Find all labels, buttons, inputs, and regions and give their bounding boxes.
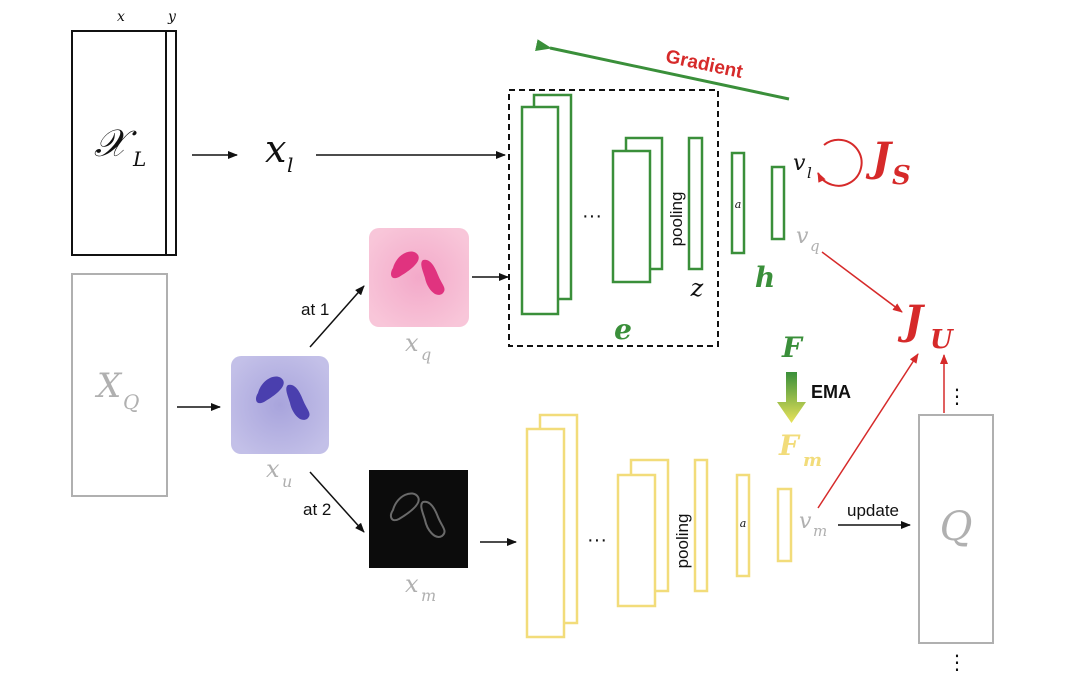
labeled-set-subscript: L — [132, 147, 146, 171]
augment-at2-label: at 2 — [303, 500, 331, 519]
x-column-header: x — [117, 9, 125, 25]
ju-label: J — [897, 297, 926, 344]
encoder-ellipsis: ··· — [582, 205, 602, 227]
js-subscript: S — [892, 161, 911, 191]
queue-label: Q — [940, 504, 973, 550]
fm-subscript: m — [803, 450, 822, 471]
encoder-pooling-label: pooling — [667, 192, 686, 247]
fm-label: F — [778, 429, 801, 462]
arrow-xu-to-xm — [309, 471, 365, 533]
js-loop-arrow — [817, 138, 863, 187]
ema-arrow — [777, 372, 806, 423]
queue-dots-bottom: ⋮ — [947, 652, 967, 674]
query-set-subscript: Q — [123, 390, 139, 414]
vm-label: v — [799, 509, 812, 534]
encoder-e-label: e — [614, 313, 632, 346]
arrow-xu-to-xq — [309, 285, 365, 348]
ema-label: EMA — [811, 382, 851, 402]
xq-subscript: q — [421, 345, 431, 364]
vl-subscript: l — [807, 164, 812, 182]
xm-subscript: m — [421, 586, 436, 605]
xm-label: x — [405, 570, 419, 598]
query-set-label: X — [94, 366, 123, 406]
xq-image — [369, 228, 469, 327]
vq-label: v — [796, 224, 809, 249]
query-set-box — [71, 273, 168, 497]
xq-label: x — [405, 329, 419, 357]
xl-label: x — [265, 127, 286, 171]
gradient-label: Gradient — [664, 46, 745, 83]
queue-dots-top: ⋮ — [947, 386, 967, 408]
y-column-header: y — [167, 9, 177, 25]
vm-subscript: m — [813, 522, 827, 540]
labeled-set-box — [71, 30, 177, 256]
vq-subscript: q — [810, 237, 820, 255]
encoder-layers — [520, 93, 786, 316]
queue-box — [918, 414, 994, 644]
xl-subscript: l — [287, 153, 293, 177]
augment-at1-label: at 1 — [301, 300, 329, 319]
js-label: J — [865, 134, 894, 181]
labeled-set-label: 𝒳 — [94, 121, 137, 165]
xu-subscript: u — [282, 472, 292, 491]
xm-image — [369, 470, 468, 568]
encoder-h-label: h — [755, 261, 775, 294]
momentum-encoder-layers — [525, 413, 793, 639]
ju-subscript: U — [930, 325, 954, 355]
vl-label: v — [793, 151, 806, 176]
xu-label: x — [266, 455, 280, 483]
encoder-dashed-box — [508, 89, 719, 347]
f-label: F — [781, 331, 804, 364]
xu-image — [231, 356, 329, 454]
arrow-vm-to-ju — [817, 353, 919, 509]
momentum-encoder-pooling-label: pooling — [673, 514, 692, 569]
momentum-encoder-ellipsis: ··· — [587, 529, 607, 551]
gradient-arrow — [535, 39, 790, 101]
encoder-z-label: z — [690, 274, 704, 302]
momentum-encoder-a-label: a — [740, 517, 747, 530]
update-label: update — [847, 501, 899, 520]
encoder-a-label: a — [735, 198, 742, 211]
arrow-vq-to-ju — [821, 251, 903, 313]
